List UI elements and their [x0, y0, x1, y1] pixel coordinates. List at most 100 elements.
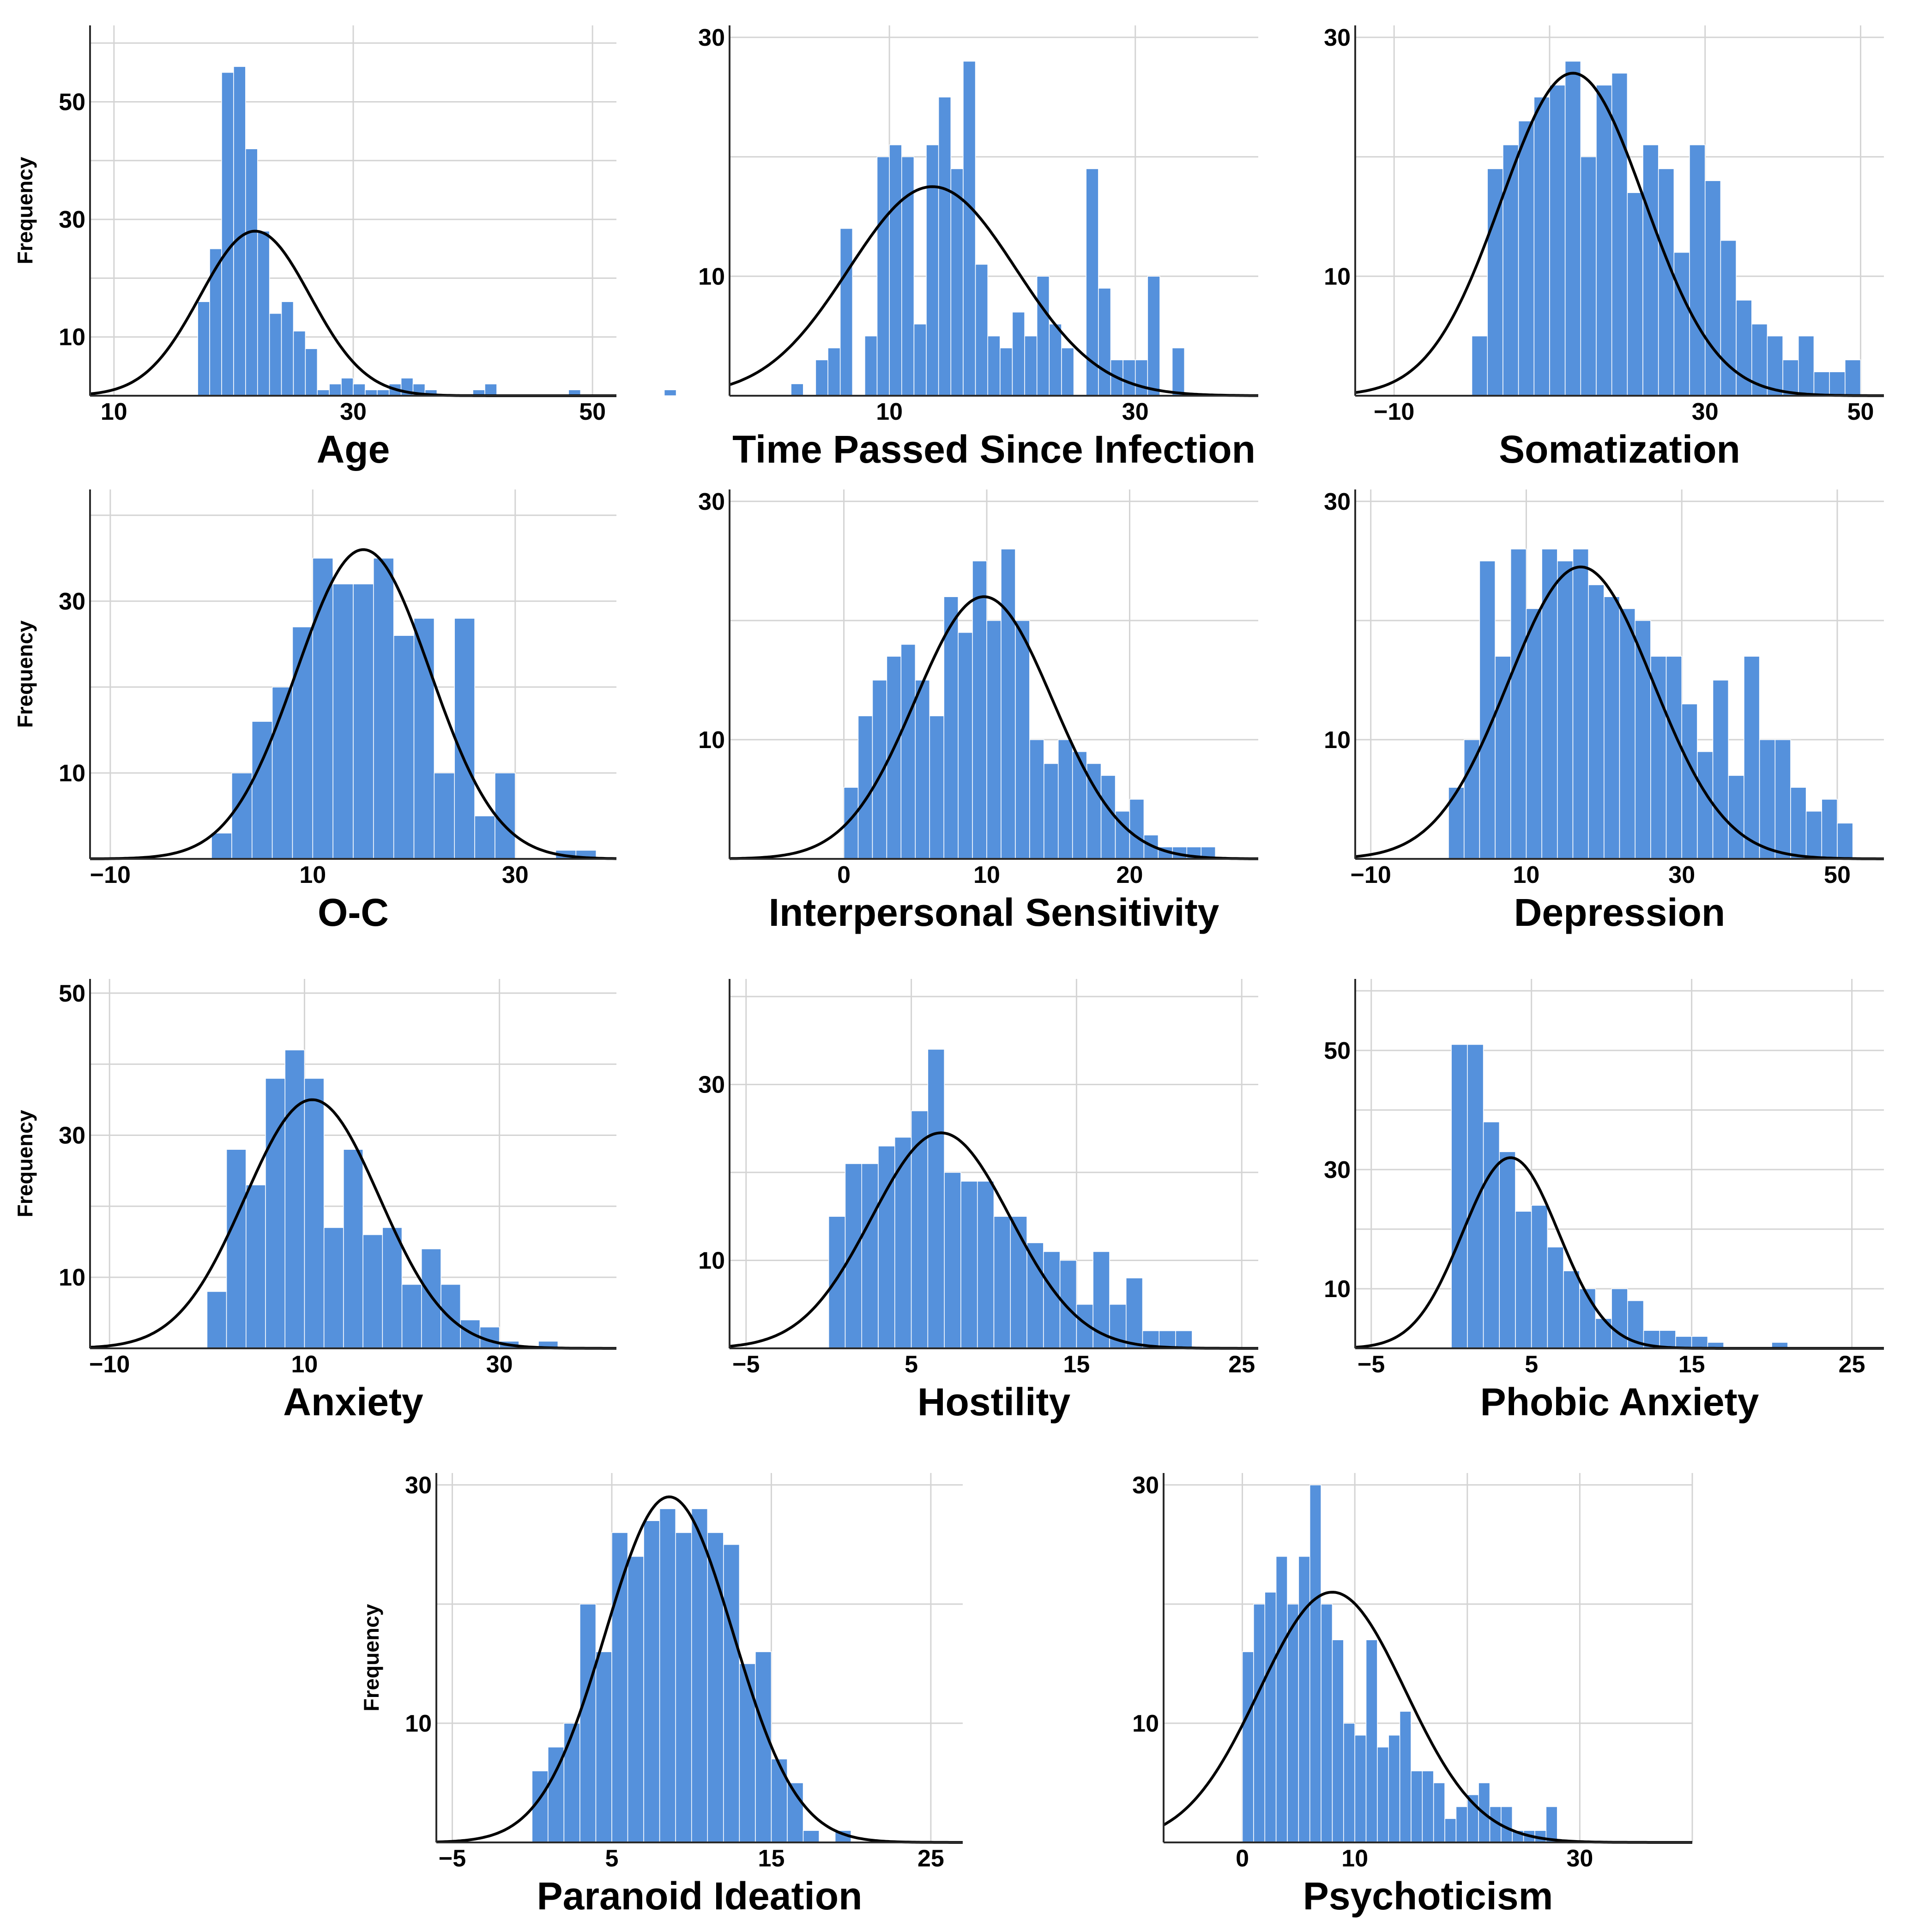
depression-y-tick-label: 10: [1324, 727, 1351, 754]
o-c-title: O-C: [318, 891, 389, 934]
hostility-x-tick-label: 15: [1063, 1351, 1090, 1378]
time-passed-since-infection-x-tick-label: 30: [1122, 398, 1149, 425]
anxiety-bar: [304, 1078, 325, 1349]
time-passed-since-infection-bar: [1036, 276, 1050, 396]
somatization-bar: [1720, 240, 1737, 396]
o-c-bar: [454, 618, 475, 859]
phobic-anxiety-bar: [1595, 1318, 1612, 1349]
psychoticism-x-tick-label: 0: [1236, 1845, 1249, 1872]
age-x-tick-label: 50: [579, 398, 606, 425]
hostility-bar: [977, 1181, 995, 1349]
paranoid-ideation-bar: [691, 1508, 708, 1843]
interpersonal-sensitivity-title: Interpersonal Sensitivity: [769, 891, 1219, 934]
time-passed-since-infection-title: Time Passed Since Infection: [732, 428, 1255, 471]
phobic-anxiety-bar: [1563, 1270, 1580, 1349]
panel-age: 10 30 50 10 30 50 Frequency Age: [13, 25, 677, 471]
somatization-bar: [1533, 97, 1550, 396]
somatization-bar: [1845, 359, 1861, 396]
age-bar: [664, 389, 677, 396]
interpersonal-sensitivity-bar: [986, 620, 1002, 859]
phobic-anxiety-x-tick-label: 5: [1525, 1351, 1538, 1378]
somatization-bar: [1673, 252, 1690, 396]
somatization-bar: [1549, 85, 1566, 396]
anxiety-bar: [246, 1184, 266, 1349]
hostility-x-tick-label: −5: [732, 1351, 760, 1378]
depression-title: Depression: [1514, 891, 1726, 934]
somatization-bar: [1518, 121, 1535, 396]
age-bar: [341, 378, 354, 396]
somatization-bar: [1704, 180, 1721, 396]
o-c-bar: [332, 583, 354, 859]
somatization-y-tick-label: 10: [1324, 263, 1351, 290]
psychoticism-bar: [1365, 1639, 1378, 1843]
o-c-bar: [413, 618, 435, 859]
hostility-y-tick-label: 10: [698, 1248, 725, 1274]
anxiety-x-tick-label: 10: [291, 1351, 318, 1378]
hostility-bar: [894, 1137, 912, 1349]
interpersonal-sensitivity-x-tick-label: 0: [837, 862, 851, 888]
paranoid-ideation-bar: [627, 1556, 644, 1843]
time-passed-since-infection-bar: [1135, 359, 1148, 396]
age-bar: [233, 66, 246, 396]
age-bar: [221, 72, 234, 396]
interpersonal-sensitivity-bar: [929, 715, 944, 859]
depression-x-tick-label: 50: [1824, 862, 1851, 888]
paranoid-ideation-bar: [675, 1532, 692, 1843]
psychoticism-bar: [1253, 1604, 1266, 1843]
psychoticism-bar: [1332, 1639, 1344, 1843]
time-passed-since-infection-bar: [864, 335, 878, 396]
anxiety-bar: [460, 1319, 481, 1349]
time-passed-since-infection-bar: [1098, 288, 1111, 396]
depression-bar: [1759, 739, 1776, 859]
time-passed-since-infection-bar: [1171, 347, 1185, 396]
depression-normal-curve: [1355, 565, 1884, 860]
age-x-tick-label: 30: [340, 398, 367, 425]
interpersonal-sensitivity-bar: [900, 644, 916, 859]
psychoticism-bar: [1422, 1770, 1434, 1843]
somatization-bar: [1471, 335, 1488, 396]
panel-hostility: −5 5 15 25 10 30 Hostility: [698, 979, 1258, 1424]
age-title: Age: [317, 428, 390, 471]
interpersonal-sensitivity-bar: [1129, 799, 1145, 859]
paranoid-ideation-bar: [739, 1663, 756, 1843]
age-bar: [484, 383, 497, 396]
somatization-bar: [1689, 144, 1706, 396]
anxiety-bar: [206, 1291, 227, 1349]
anxiety-bar: [284, 1050, 305, 1349]
phobic-anxiety-y-tick-label: 10: [1324, 1276, 1351, 1303]
psychoticism-bar: [1377, 1746, 1389, 1843]
time-passed-since-infection-bar: [889, 144, 902, 396]
psychoticism-y-tick-label: 10: [1132, 1710, 1159, 1737]
time-passed-since-infection-normal-curve: [729, 185, 1259, 397]
hostility-y-tick-label: 30: [698, 1072, 725, 1099]
depression-bar: [1619, 608, 1635, 859]
somatization-x-tick-label: 30: [1692, 398, 1719, 425]
psychoticism-bar: [1388, 1734, 1400, 1843]
phobic-anxiety-bar: [1675, 1336, 1692, 1349]
o-c-y-axis-label: Frequency: [13, 620, 37, 728]
psychoticism-bar: [1242, 1651, 1254, 1843]
hostility-bar: [1126, 1277, 1143, 1349]
time-passed-since-infection-y-tick-label: 30: [698, 24, 725, 51]
depression-x-tick-label: 30: [1668, 862, 1695, 888]
hostility-bar: [1159, 1330, 1176, 1349]
o-c-normal-curve: [90, 548, 617, 860]
age-y-tick-label: 10: [59, 324, 85, 351]
depression-bar: [1712, 680, 1729, 859]
time-passed-since-infection-bar: [839, 228, 853, 396]
psychoticism-bar: [1433, 1782, 1445, 1843]
panel-anxiety: −10 10 30 10 30 50 Frequency Anxiety: [13, 979, 616, 1424]
paranoid-ideation-bar: [643, 1520, 660, 1843]
somatization-bar: [1627, 192, 1643, 396]
somatization-bar: [1813, 371, 1830, 396]
phobic-anxiety-x-tick-label: 25: [1839, 1351, 1865, 1378]
o-c-bar: [353, 583, 374, 859]
panel-o-c: −10 10 30 10 30 Frequency O-C: [13, 489, 617, 934]
hostility-bar: [1043, 1251, 1061, 1349]
o-c-bar: [211, 833, 232, 859]
o-c-x-tick-label: −10: [90, 862, 131, 888]
interpersonal-sensitivity-bar: [1001, 549, 1016, 859]
depression-bar: [1650, 656, 1667, 859]
o-c-bar: [272, 687, 293, 859]
panel-interpersonal-sensitivity: 0 10 20 10 30 Interpersonal Sensitivity: [698, 489, 1258, 934]
